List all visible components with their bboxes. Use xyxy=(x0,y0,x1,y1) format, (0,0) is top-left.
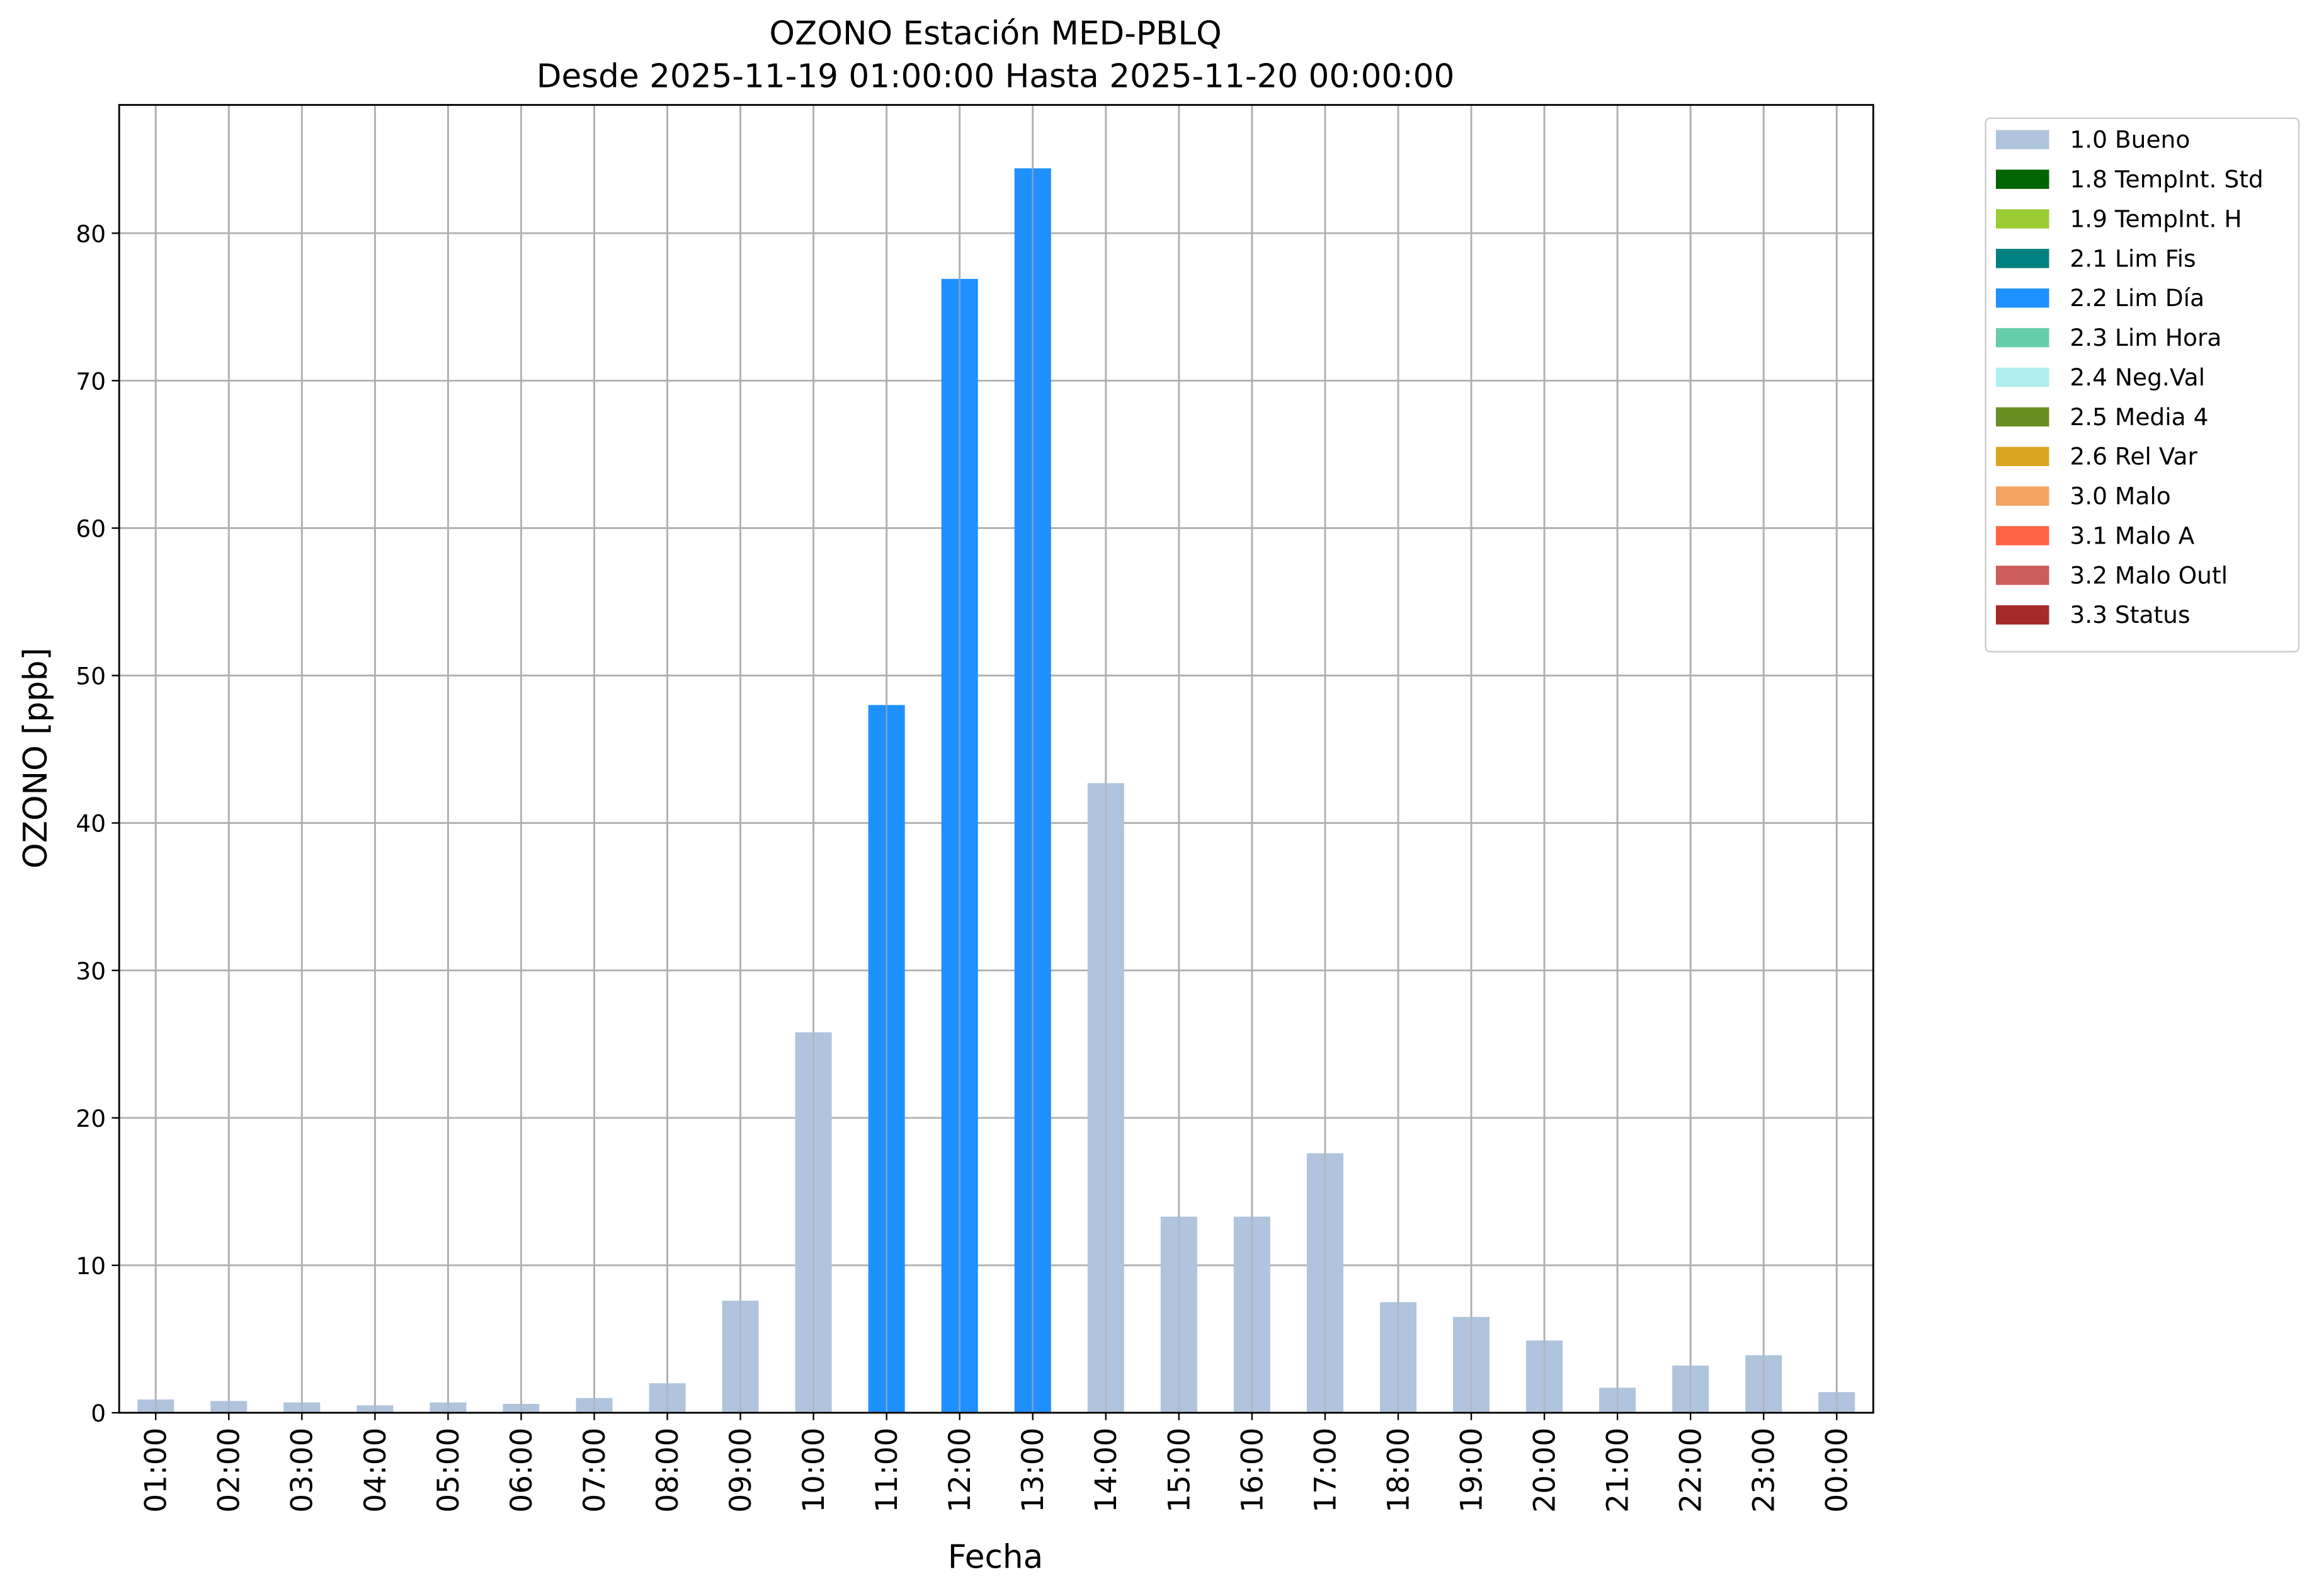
legend-swatch xyxy=(1996,566,2049,585)
legend-label: 2.2 Lim Día xyxy=(2070,284,2204,312)
x-tick-label: 17:00 xyxy=(1308,1428,1343,1513)
legend-swatch xyxy=(1996,367,2049,387)
x-tick-label: 12:00 xyxy=(943,1428,977,1513)
y-axis-label: OZONO [ppb] xyxy=(17,647,55,869)
x-tick-label: 04:00 xyxy=(358,1428,393,1513)
y-tick-label: 40 xyxy=(76,810,106,838)
legend-swatch xyxy=(1996,328,2049,348)
y-tick-label: 10 xyxy=(76,1252,106,1280)
y-tick-label: 0 xyxy=(91,1399,106,1427)
legend-swatch xyxy=(1996,288,2049,308)
y-tick-label: 70 xyxy=(76,367,106,395)
legend-label: 2.6 Rel Var xyxy=(2070,443,2197,470)
chart-title: OZONO Estación MED-PBLQ xyxy=(769,14,1221,52)
legend-label: 2.3 Lim Hora xyxy=(2070,324,2221,351)
legend-label: 1.0 Bueno xyxy=(2070,126,2190,154)
x-tick-label: 18:00 xyxy=(1381,1428,1416,1513)
x-tick-label: 19:00 xyxy=(1454,1428,1489,1513)
x-tick-label: 15:00 xyxy=(1162,1428,1197,1513)
x-tick-label: 07:00 xyxy=(578,1428,612,1513)
x-tick-label: 02:00 xyxy=(212,1428,247,1513)
legend-swatch xyxy=(1996,169,2049,189)
legend-label: 2.5 Media 4 xyxy=(2070,403,2208,431)
legend-label: 3.0 Malo xyxy=(2070,482,2170,510)
x-tick-label: 20:00 xyxy=(1527,1428,1562,1513)
x-tick-label: 08:00 xyxy=(651,1428,685,1513)
legend-label: 2.4 Neg.Val xyxy=(2070,363,2205,391)
x-tick-label: 13:00 xyxy=(1016,1428,1051,1513)
y-tick-label: 50 xyxy=(76,663,106,690)
legend-swatch xyxy=(1996,209,2049,229)
x-tick-label: 05:00 xyxy=(431,1428,466,1513)
legend-label: 3.1 Malo A xyxy=(2070,522,2194,549)
x-axis-label: Fecha xyxy=(948,1538,1043,1576)
legend-box xyxy=(1985,117,2300,653)
legend-swatch xyxy=(1996,447,2049,467)
x-tick-label: 03:00 xyxy=(285,1428,320,1513)
y-tick-label: 60 xyxy=(76,515,106,543)
chart-subtitle: Desde 2025-11-19 01:00:00 Hasta 2025-11-… xyxy=(537,57,1455,95)
legend-swatch xyxy=(1996,486,2049,506)
x-tick-label: 06:00 xyxy=(504,1428,539,1513)
legend-swatch xyxy=(1996,526,2049,545)
y-tick-label: 30 xyxy=(76,957,106,985)
x-tick-label: 11:00 xyxy=(870,1428,904,1513)
plot-frame xyxy=(118,104,1874,1414)
x-tick-label: 16:00 xyxy=(1235,1428,1270,1513)
legend-swatch xyxy=(1996,605,2049,625)
y-tick-label: 80 xyxy=(76,220,106,248)
legend-swatch xyxy=(1996,407,2049,427)
legend-label: 3.3 Status xyxy=(2070,601,2190,629)
x-tick-label: 00:00 xyxy=(1820,1428,1855,1513)
x-tick-label: 09:00 xyxy=(724,1428,758,1513)
legend-label: 1.9 TempInt. H xyxy=(2070,205,2242,232)
x-tick-label: 23:00 xyxy=(1747,1428,1782,1513)
legend-label: 3.2 Malo Outl xyxy=(2070,561,2228,589)
legend-swatch xyxy=(1996,249,2049,268)
x-tick-label: 22:00 xyxy=(1674,1428,1709,1513)
legend-swatch xyxy=(1996,130,2049,149)
x-tick-label: 01:00 xyxy=(139,1428,174,1513)
x-tick-label: 21:00 xyxy=(1601,1428,1636,1513)
y-tick-label: 20 xyxy=(76,1105,106,1132)
x-tick-label: 10:00 xyxy=(797,1428,831,1513)
legend-label: 1.8 TempInt. Std xyxy=(2070,166,2263,193)
x-tick-label: 14:00 xyxy=(1089,1428,1124,1513)
legend-label: 2.1 Lim Fis xyxy=(2070,244,2196,272)
